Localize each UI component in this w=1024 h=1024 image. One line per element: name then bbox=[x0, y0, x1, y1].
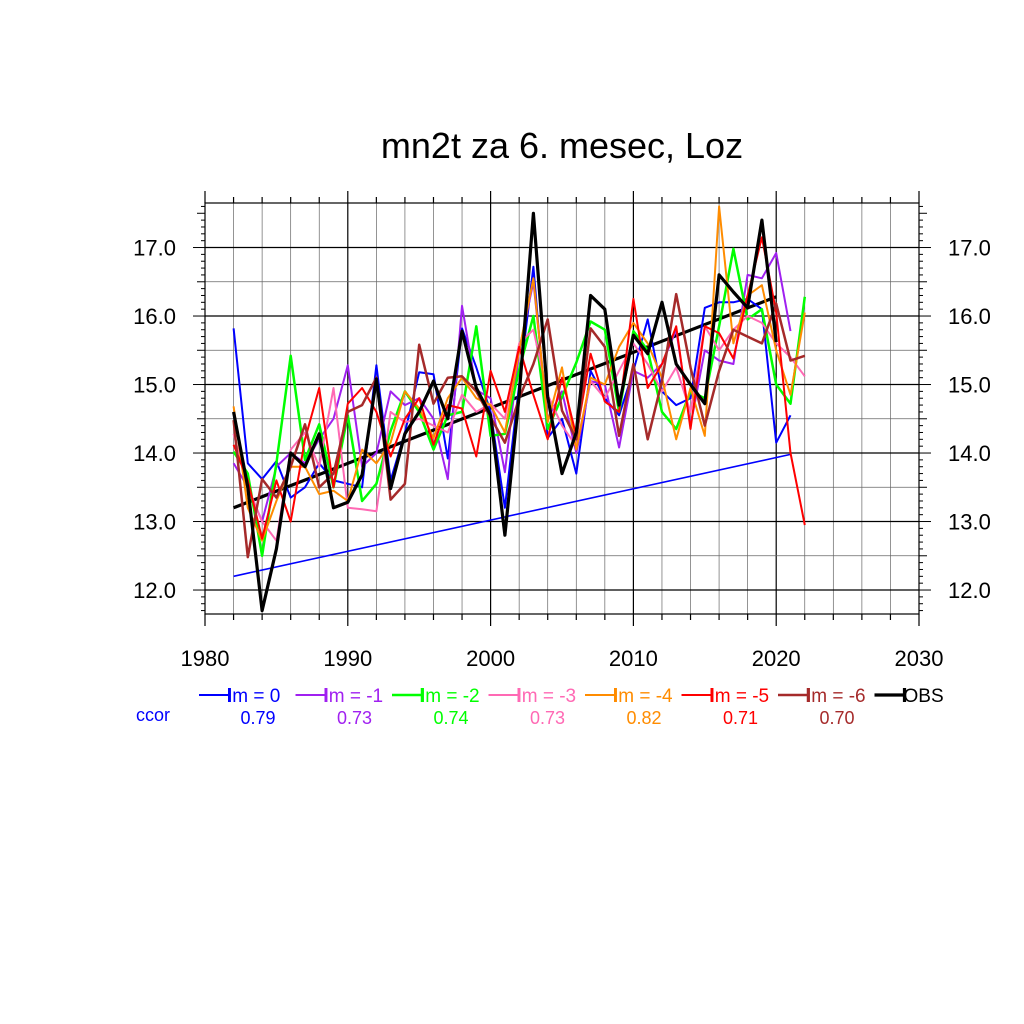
series-layer bbox=[232, 205, 807, 613]
ccor-value: 0.73 bbox=[530, 708, 565, 728]
series-line bbox=[232, 236, 806, 540]
y-tick-label-left: 16.0 bbox=[133, 304, 176, 329]
x-tick-label: 2030 bbox=[895, 646, 944, 671]
y-tick-label-left: 17.0 bbox=[133, 236, 176, 261]
ccor-value: 0.79 bbox=[240, 708, 275, 728]
ccor-label: ccor bbox=[136, 705, 170, 725]
ccor-value: 0.82 bbox=[626, 708, 661, 728]
legend-label: lm = 0 bbox=[228, 686, 280, 707]
grid bbox=[205, 203, 919, 614]
legend-label: lm = -3 bbox=[518, 686, 577, 707]
y-tick-label-right: 16.0 bbox=[948, 304, 991, 329]
y-tick-label-left: 14.0 bbox=[133, 441, 176, 466]
ticks: 1980 1990 2000 2010 2020 2030 12.0 12.0 13.0 13.0… bbox=[133, 191, 991, 671]
y-tick-label-right: 12.0 bbox=[948, 578, 991, 603]
legend-label: OBS bbox=[904, 686, 944, 707]
x-tick-label: 2000 bbox=[466, 646, 515, 671]
ccor-value: 0.73 bbox=[337, 708, 372, 728]
legend-label: lm = -6 bbox=[807, 686, 866, 707]
x-tick-label: 2010 bbox=[609, 646, 658, 671]
trend-line bbox=[233, 453, 791, 578]
legend-label: lm = -4 bbox=[614, 686, 673, 707]
trend-line bbox=[233, 295, 777, 510]
ccor-value: 0.71 bbox=[723, 708, 758, 728]
y-tick-label-left: 12.0 bbox=[133, 578, 176, 603]
legend-label: lm = -2 bbox=[421, 686, 480, 707]
y-tick-label-right: 15.0 bbox=[948, 373, 991, 398]
y-tick-label-left: 13.0 bbox=[133, 510, 176, 535]
legend-label: lm = -1 bbox=[325, 686, 384, 707]
plot-frame bbox=[204, 202, 920, 615]
legend-label: lm = -5 bbox=[711, 686, 770, 707]
x-tick-label: 1980 bbox=[181, 646, 230, 671]
series-line bbox=[232, 315, 806, 542]
y-tick-label-right: 13.0 bbox=[948, 510, 991, 535]
y-tick-label-left: 15.0 bbox=[133, 373, 176, 398]
x-tick-label: 2020 bbox=[752, 646, 801, 671]
ccor-value: 0.74 bbox=[433, 708, 468, 728]
chart-title: mn2t za 6. mesec, Loz bbox=[381, 125, 743, 166]
ccor-value: 0.70 bbox=[819, 708, 854, 728]
series-line bbox=[232, 211, 778, 613]
y-tick-label-right: 14.0 bbox=[948, 441, 991, 466]
y-tick-label-right: 17.0 bbox=[948, 236, 991, 261]
x-tick-label: 1990 bbox=[323, 646, 372, 671]
